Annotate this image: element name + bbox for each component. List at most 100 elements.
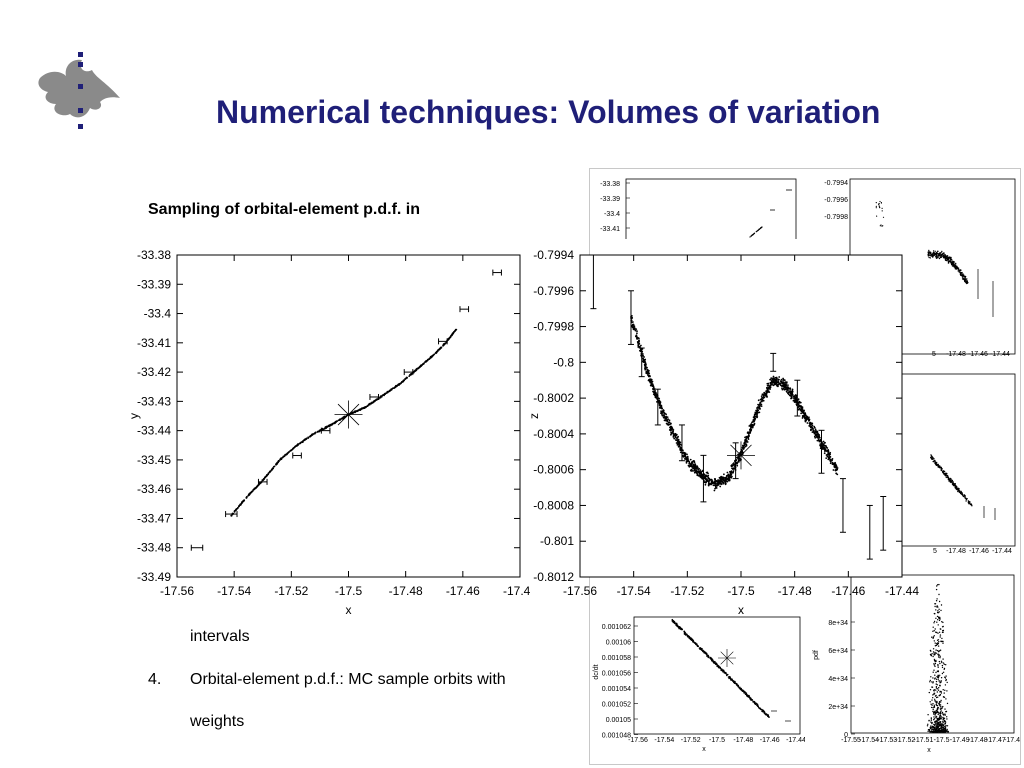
sample-point xyxy=(767,382,770,385)
sample-point xyxy=(761,226,763,228)
sample-point xyxy=(950,481,952,484)
sample-point xyxy=(723,473,725,476)
sample-point xyxy=(769,378,771,381)
x-tick-label: -17.49 xyxy=(950,737,970,744)
sample-point xyxy=(334,421,336,424)
sample-point xyxy=(782,378,785,381)
sample-point xyxy=(938,651,940,653)
sample-point xyxy=(654,390,656,392)
sample-point xyxy=(720,669,722,672)
sample-point xyxy=(442,345,444,347)
x-tick-label: 5 xyxy=(933,548,937,555)
sample-point xyxy=(930,255,933,257)
sample-point xyxy=(715,487,718,489)
sample-point xyxy=(939,704,942,706)
sample-point xyxy=(829,462,832,465)
sample-point xyxy=(730,679,732,681)
sample-point xyxy=(956,265,958,268)
sample-point xyxy=(660,412,662,414)
x-tick-label: -17.54 xyxy=(859,737,879,744)
sample-point xyxy=(770,381,773,384)
sample-point xyxy=(254,487,257,490)
sample-point xyxy=(685,633,688,635)
sample-point xyxy=(943,470,945,473)
sample-point xyxy=(931,254,934,256)
sample-point xyxy=(936,611,939,614)
sample-point xyxy=(647,371,649,374)
sample-point xyxy=(939,256,942,259)
y-tick-label: 0.00106 xyxy=(606,640,631,647)
sample-point xyxy=(330,423,333,426)
sample-point xyxy=(652,386,655,389)
sample-point xyxy=(708,478,711,481)
sample-point xyxy=(634,327,636,330)
sample-point xyxy=(743,444,746,447)
chart-z-vs-x: -17.56 -17.54 -17.52 -17.5 -17.48 -17.46 -17.4… xyxy=(530,248,919,617)
sample-point xyxy=(679,628,682,630)
sample-point xyxy=(695,471,698,474)
sample-point xyxy=(880,202,882,204)
sample-point xyxy=(931,636,933,638)
sample-point xyxy=(952,482,954,484)
sample-point xyxy=(814,434,817,437)
sample-point xyxy=(638,342,641,345)
sample-point xyxy=(937,711,939,714)
sample-point xyxy=(789,389,791,391)
sample-point xyxy=(945,675,947,677)
sample-point xyxy=(945,259,947,261)
sample-point xyxy=(932,637,934,639)
sample-point xyxy=(943,723,945,725)
y-tick-label: -0.801 xyxy=(540,534,574,548)
sample-point xyxy=(752,233,755,235)
sample-point xyxy=(941,621,943,623)
sample-point xyxy=(948,257,950,259)
sample-point xyxy=(781,387,783,390)
y-tick-label: -33.4 xyxy=(604,211,620,218)
sample-point xyxy=(811,422,814,425)
sample-point xyxy=(781,384,784,387)
sample-point xyxy=(829,458,832,461)
sample-point xyxy=(767,714,769,717)
x-tick-label: -17.44 xyxy=(885,584,919,598)
sample-point xyxy=(691,465,694,467)
sample-point xyxy=(749,424,752,426)
sample-point xyxy=(644,362,647,364)
sample-point xyxy=(825,457,828,459)
sample-point xyxy=(816,439,819,442)
text-weights: weights xyxy=(190,713,245,730)
sample-point xyxy=(939,662,941,665)
plot-frame xyxy=(625,178,797,239)
sample-point xyxy=(935,649,937,651)
sample-point xyxy=(778,376,781,378)
sample-point xyxy=(928,691,930,694)
sample-point xyxy=(932,626,934,628)
sample-point xyxy=(951,479,954,482)
x-axis-label: x xyxy=(738,603,744,617)
y-tick-label: 2e+34 xyxy=(828,704,848,711)
sample-point xyxy=(677,441,679,443)
sample-point xyxy=(720,477,723,480)
sample-point xyxy=(831,458,834,460)
sample-point xyxy=(268,470,271,473)
sample-point xyxy=(935,461,937,464)
sample-point xyxy=(694,464,697,467)
sample-point xyxy=(752,701,754,703)
sample-point xyxy=(700,473,702,476)
sample-point xyxy=(936,724,938,726)
sample-point xyxy=(953,484,955,486)
sample-point xyxy=(939,634,942,636)
sample-point xyxy=(932,256,934,258)
sample-point xyxy=(933,663,935,665)
y-tick-label: -0.8 xyxy=(553,355,574,369)
y-tick-label: -0.7998 xyxy=(533,320,574,334)
sample-point xyxy=(937,645,940,647)
sample-point xyxy=(955,267,957,270)
sample-point xyxy=(945,257,947,259)
sample-point xyxy=(827,456,829,458)
sample-point xyxy=(659,406,661,409)
sample-point xyxy=(942,662,945,664)
sample-point xyxy=(935,716,938,718)
sample-point xyxy=(834,463,837,465)
sample-point xyxy=(947,259,950,261)
sample-point xyxy=(934,460,936,462)
